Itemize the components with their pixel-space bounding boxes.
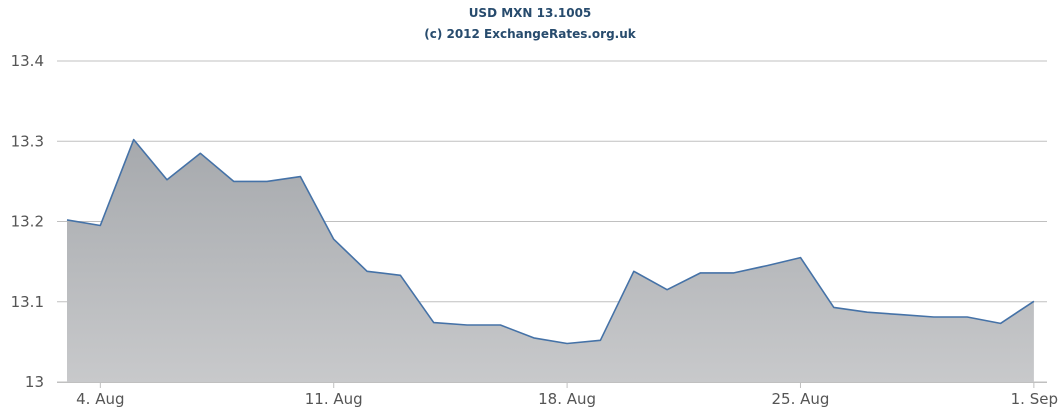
y-axis-labels: 13 13.1 13.2 13.3 13.4 <box>11 52 44 391</box>
plot-area <box>66 138 1035 382</box>
chart-title: USD MXN 13.1005 <box>469 6 592 20</box>
x-axis: 4. Aug 11. Aug 18. Aug 25. Aug 1. Sep <box>57 382 1058 408</box>
y-tick-label: 13 <box>25 373 44 391</box>
y-tick-label: 13.4 <box>11 52 44 70</box>
chart-subtitle: (c) 2012 ExchangeRates.org.uk <box>424 27 637 41</box>
x-tick-label: 25. Aug <box>772 390 830 408</box>
y-tick-label: 13.1 <box>11 293 44 311</box>
x-tick-label: 4. Aug <box>76 390 124 408</box>
y-tick-label: 13.3 <box>11 132 44 150</box>
y-tick-label: 13.2 <box>11 213 44 231</box>
x-tick-label: 18. Aug <box>538 390 596 408</box>
x-tick-label: 1. Sep <box>1011 390 1058 408</box>
series-area-fill <box>67 139 1034 382</box>
series-line <box>66 138 1035 345</box>
x-tick-label: 11. Aug <box>305 390 363 408</box>
